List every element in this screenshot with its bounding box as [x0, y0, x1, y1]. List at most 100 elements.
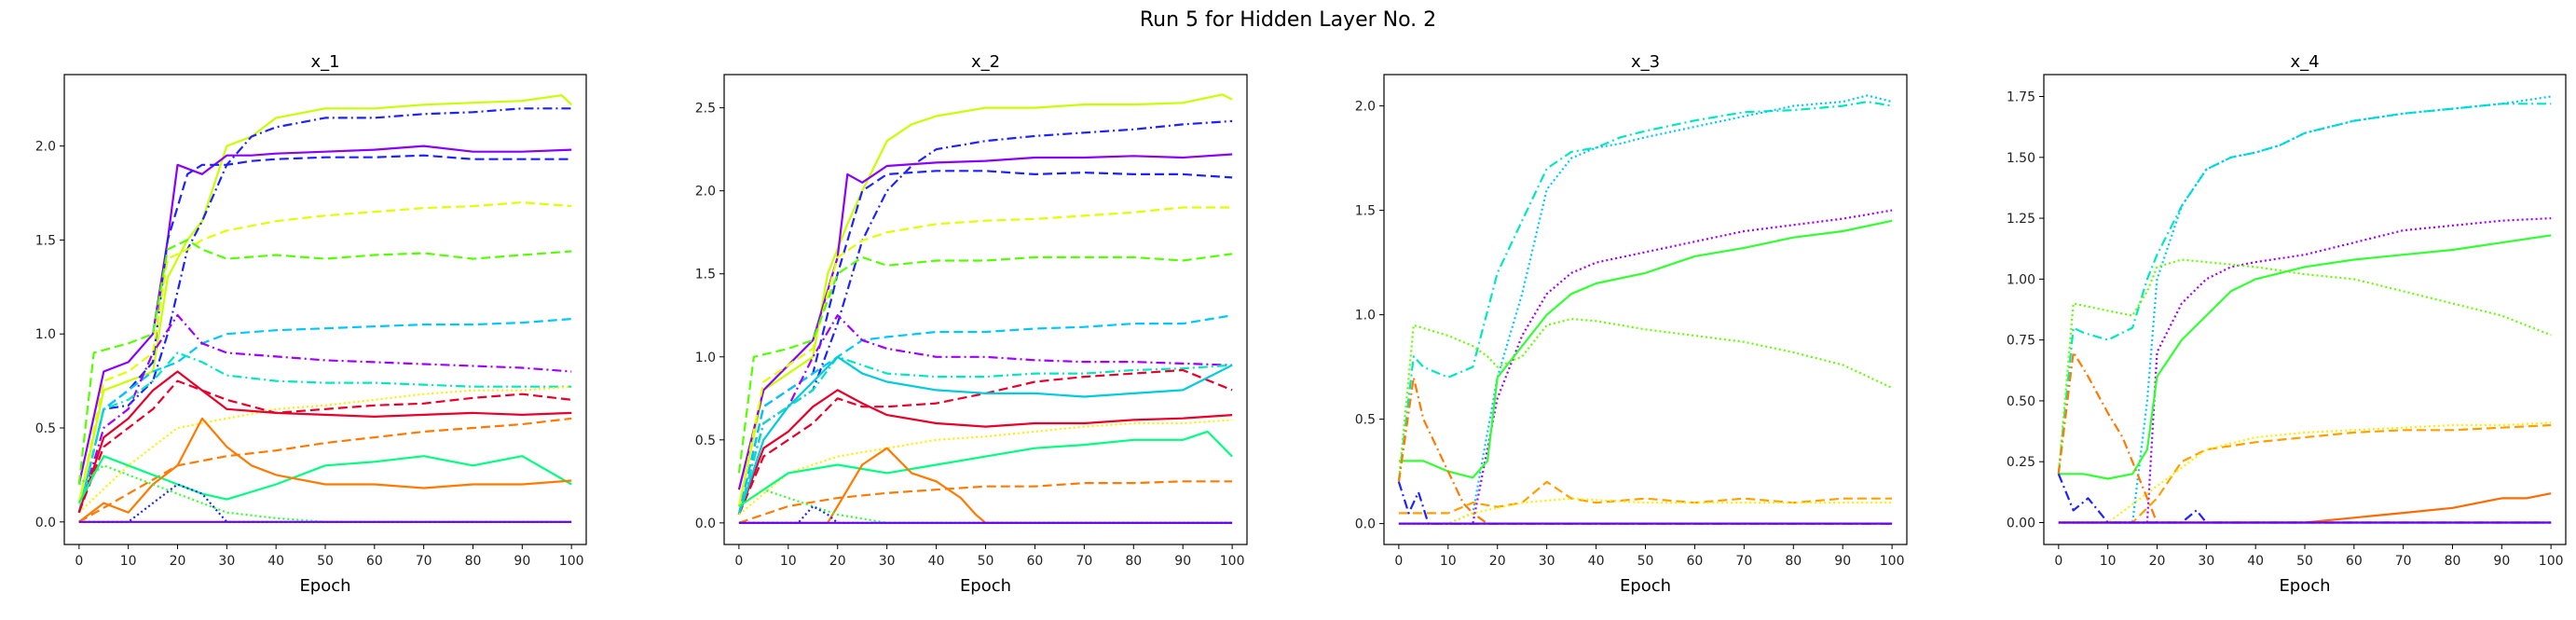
y-tick-label: 1.5 [35, 233, 56, 248]
figure-suptitle: Run 5 for Hidden Layer No. 2 [1140, 8, 1436, 32]
y-tick-label: 1.0 [35, 327, 56, 342]
panel-title: x_4 [2290, 52, 2319, 72]
series-line-4 [77, 154, 572, 513]
x-tick-label: 100 [2539, 554, 2564, 569]
x-axis-label: Epoch [299, 576, 350, 596]
series-line-16 [738, 447, 1233, 524]
x-tick-label: 60 [2346, 554, 2363, 569]
x-tick-label: 40 [267, 554, 284, 569]
x-tick-label: 0 [734, 554, 743, 569]
x-tick-label: 80 [1125, 554, 1142, 569]
series-line-14 [77, 455, 572, 504]
series-line-12 [77, 370, 572, 514]
x-tick-label: 60 [366, 554, 383, 569]
y-tick-label: 1.25 [2007, 212, 2035, 227]
x-tick-label: 80 [2445, 554, 2461, 569]
x-tick-label: 20 [170, 554, 186, 569]
x-tick-label: 30 [218, 554, 235, 569]
x-axis-label: Epoch [2279, 576, 2330, 596]
subplot-1: 0 10 20 30 40 50 60 70 80 90 100 0.0 0.5 1.0 1.5 2.0 x_1… [35, 52, 587, 596]
x-tick-label: 100 [559, 554, 584, 569]
y-tick-label: 0.25 [2007, 455, 2035, 470]
series-line-15 [738, 480, 1233, 524]
x-tick-label: 40 [928, 554, 945, 569]
series-line-11 [737, 389, 1233, 516]
y-tick-label: 0.0 [695, 517, 716, 531]
x-tick-label: 50 [2296, 554, 2313, 569]
y-tick-label: 1.0 [695, 351, 716, 365]
series-line-4 [1398, 219, 1893, 479]
subplot-2: 0 10 20 30 40 50 60 70 80 90 100 0.0 0.5 1.0 1.5 2.0 2.5… [695, 52, 1248, 596]
x-tick-label: 80 [465, 554, 482, 569]
series-line-8 [737, 314, 1233, 516]
panel-title: x_1 [310, 52, 339, 72]
series-line-3 [2058, 217, 2552, 524]
series-line-14 [738, 430, 1233, 507]
x-tick-label: 90 [514, 554, 530, 569]
x-tick-label: 10 [1440, 554, 1457, 569]
series-line-18 [738, 504, 1233, 524]
series-group [1397, 94, 1893, 525]
x-tick-label: 90 [1834, 554, 1851, 569]
x-tick-label: 30 [2198, 554, 2214, 569]
x-tick-label: 0 [2054, 554, 2062, 569]
x-tick-label: 30 [879, 554, 896, 569]
series-line-6 [77, 239, 572, 485]
y-tick-label: 1.50 [2007, 151, 2035, 166]
x-tick-label: 60 [1687, 554, 1704, 569]
y-tick-label: 0.5 [1355, 413, 1376, 428]
y-tick-label: 0.5 [35, 421, 56, 436]
series-line-7 [1398, 480, 1893, 515]
y-tick-label: 2.0 [695, 185, 716, 200]
y-tick-label: 1.75 [2007, 90, 2035, 105]
x-tick-label: 50 [978, 554, 994, 569]
y-tick-label: 1.5 [695, 268, 716, 282]
series-line-8 [1398, 497, 1893, 525]
series-line-13 [738, 419, 1233, 516]
y-tick-label: 0.50 [2007, 394, 2035, 409]
series-line-12 [737, 355, 1233, 516]
x-tick-label: 40 [2247, 554, 2264, 569]
series-line-6 [2057, 351, 2552, 524]
x-tick-label: 60 [1027, 554, 1044, 569]
x-tick-label: 20 [829, 554, 846, 569]
y-tick-label: 0.00 [2007, 516, 2035, 530]
x-tick-label: 40 [1588, 554, 1605, 569]
x-tick-label: 70 [1076, 554, 1092, 569]
x-axis-label: Epoch [1620, 576, 1671, 596]
series-line-13 [78, 417, 572, 523]
series-line-5 [1397, 318, 1893, 482]
x-tick-label: 10 [2100, 554, 2117, 569]
series-line-5 [2057, 258, 2552, 475]
series-line-8 [77, 313, 572, 514]
y-tick-label: 1.0 [1355, 309, 1376, 324]
series-line-6 [737, 253, 1233, 474]
series-line-7 [2058, 423, 2552, 524]
series-group [2057, 95, 2552, 524]
series-line-7 [737, 314, 1233, 516]
series-line-1 [737, 93, 1233, 507]
x-tick-label: 90 [1174, 554, 1191, 569]
plot-area [2044, 75, 2566, 544]
series-line-5 [77, 201, 572, 503]
plot-area [64, 75, 586, 544]
x-tick-label: 0 [1394, 554, 1403, 569]
y-tick-label: 1.00 [2007, 272, 2035, 287]
y-tick-label: 2.0 [35, 140, 56, 155]
y-tick-label: 2.0 [1355, 100, 1376, 115]
y-tick-label: 1.5 [1355, 204, 1376, 219]
panel-title: x_2 [971, 52, 1000, 72]
plot-area [1384, 75, 1907, 544]
x-tick-label: 100 [1880, 554, 1905, 569]
series-group [737, 93, 1233, 524]
y-tick-label: 0.75 [2007, 334, 2035, 349]
y-tick-label: 0.5 [695, 434, 716, 448]
series-line-11 [77, 379, 572, 514]
x-tick-label: 70 [416, 554, 432, 569]
plot-area [724, 75, 1247, 544]
series-line-2 [77, 107, 572, 513]
x-tick-label: 70 [1735, 554, 1752, 569]
x-tick-label: 50 [317, 554, 334, 569]
series-line-10 [78, 385, 572, 514]
